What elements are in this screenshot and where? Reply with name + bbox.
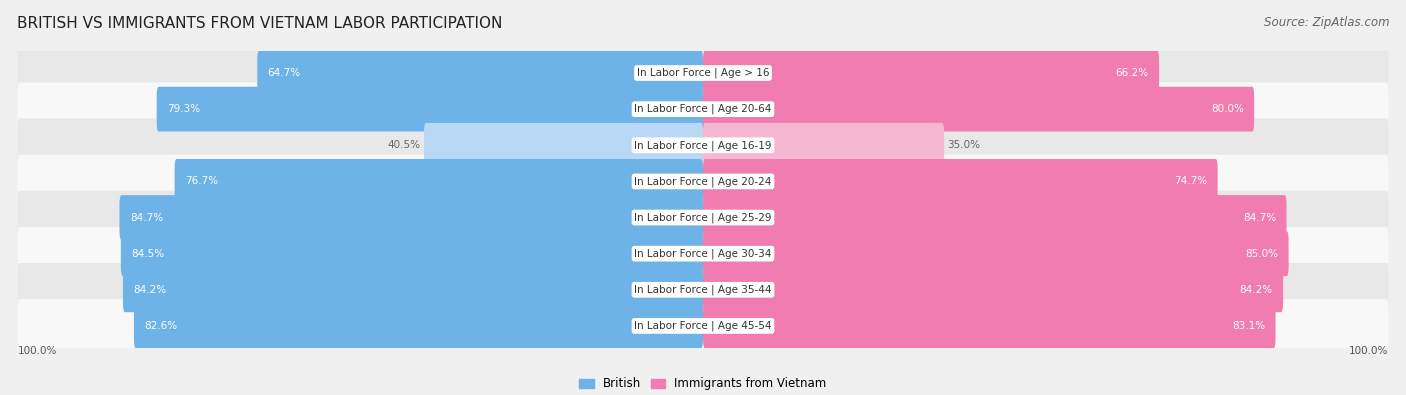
- FancyBboxPatch shape: [425, 123, 703, 168]
- FancyBboxPatch shape: [17, 263, 1389, 316]
- Text: In Labor Force | Age 35-44: In Labor Force | Age 35-44: [634, 284, 772, 295]
- Text: 64.7%: 64.7%: [267, 68, 301, 78]
- FancyBboxPatch shape: [703, 267, 1284, 312]
- Text: In Labor Force | Age 45-54: In Labor Force | Age 45-54: [634, 321, 772, 331]
- Legend: British, Immigrants from Vietnam: British, Immigrants from Vietnam: [575, 372, 831, 395]
- FancyBboxPatch shape: [17, 46, 1389, 100]
- FancyBboxPatch shape: [174, 159, 703, 204]
- FancyBboxPatch shape: [703, 303, 1275, 348]
- FancyBboxPatch shape: [703, 159, 1218, 204]
- FancyBboxPatch shape: [134, 303, 703, 348]
- Text: 84.2%: 84.2%: [1240, 285, 1272, 295]
- FancyBboxPatch shape: [17, 227, 1389, 280]
- Text: 100.0%: 100.0%: [1350, 346, 1389, 356]
- Text: In Labor Force | Age > 16: In Labor Force | Age > 16: [637, 68, 769, 78]
- Text: 79.3%: 79.3%: [167, 104, 200, 114]
- FancyBboxPatch shape: [17, 155, 1389, 208]
- FancyBboxPatch shape: [121, 231, 703, 276]
- Text: Source: ZipAtlas.com: Source: ZipAtlas.com: [1264, 16, 1389, 29]
- Text: 80.0%: 80.0%: [1211, 104, 1244, 114]
- Text: In Labor Force | Age 20-64: In Labor Force | Age 20-64: [634, 104, 772, 115]
- Text: 83.1%: 83.1%: [1232, 321, 1265, 331]
- FancyBboxPatch shape: [122, 267, 703, 312]
- Text: 66.2%: 66.2%: [1115, 68, 1149, 78]
- FancyBboxPatch shape: [17, 118, 1389, 172]
- FancyBboxPatch shape: [17, 191, 1389, 244]
- Text: 74.7%: 74.7%: [1174, 177, 1208, 186]
- Text: 85.0%: 85.0%: [1246, 249, 1278, 259]
- FancyBboxPatch shape: [703, 231, 1289, 276]
- Text: 35.0%: 35.0%: [948, 140, 980, 150]
- Text: 84.7%: 84.7%: [1243, 213, 1277, 222]
- Text: 100.0%: 100.0%: [17, 346, 56, 356]
- Text: In Labor Force | Age 25-29: In Labor Force | Age 25-29: [634, 212, 772, 223]
- FancyBboxPatch shape: [17, 299, 1389, 353]
- Text: In Labor Force | Age 30-34: In Labor Force | Age 30-34: [634, 248, 772, 259]
- Text: BRITISH VS IMMIGRANTS FROM VIETNAM LABOR PARTICIPATION: BRITISH VS IMMIGRANTS FROM VIETNAM LABOR…: [17, 16, 502, 31]
- Text: In Labor Force | Age 16-19: In Labor Force | Age 16-19: [634, 140, 772, 150]
- Text: 40.5%: 40.5%: [388, 140, 420, 150]
- FancyBboxPatch shape: [703, 123, 945, 168]
- FancyBboxPatch shape: [703, 87, 1254, 132]
- Text: 84.2%: 84.2%: [134, 285, 166, 295]
- Text: 76.7%: 76.7%: [186, 177, 218, 186]
- FancyBboxPatch shape: [703, 195, 1286, 240]
- Text: In Labor Force | Age 20-24: In Labor Force | Age 20-24: [634, 176, 772, 187]
- FancyBboxPatch shape: [156, 87, 703, 132]
- FancyBboxPatch shape: [703, 51, 1159, 96]
- Text: 82.6%: 82.6%: [145, 321, 177, 331]
- Text: 84.7%: 84.7%: [129, 213, 163, 222]
- Text: 84.5%: 84.5%: [131, 249, 165, 259]
- FancyBboxPatch shape: [120, 195, 703, 240]
- FancyBboxPatch shape: [257, 51, 703, 96]
- FancyBboxPatch shape: [17, 83, 1389, 136]
